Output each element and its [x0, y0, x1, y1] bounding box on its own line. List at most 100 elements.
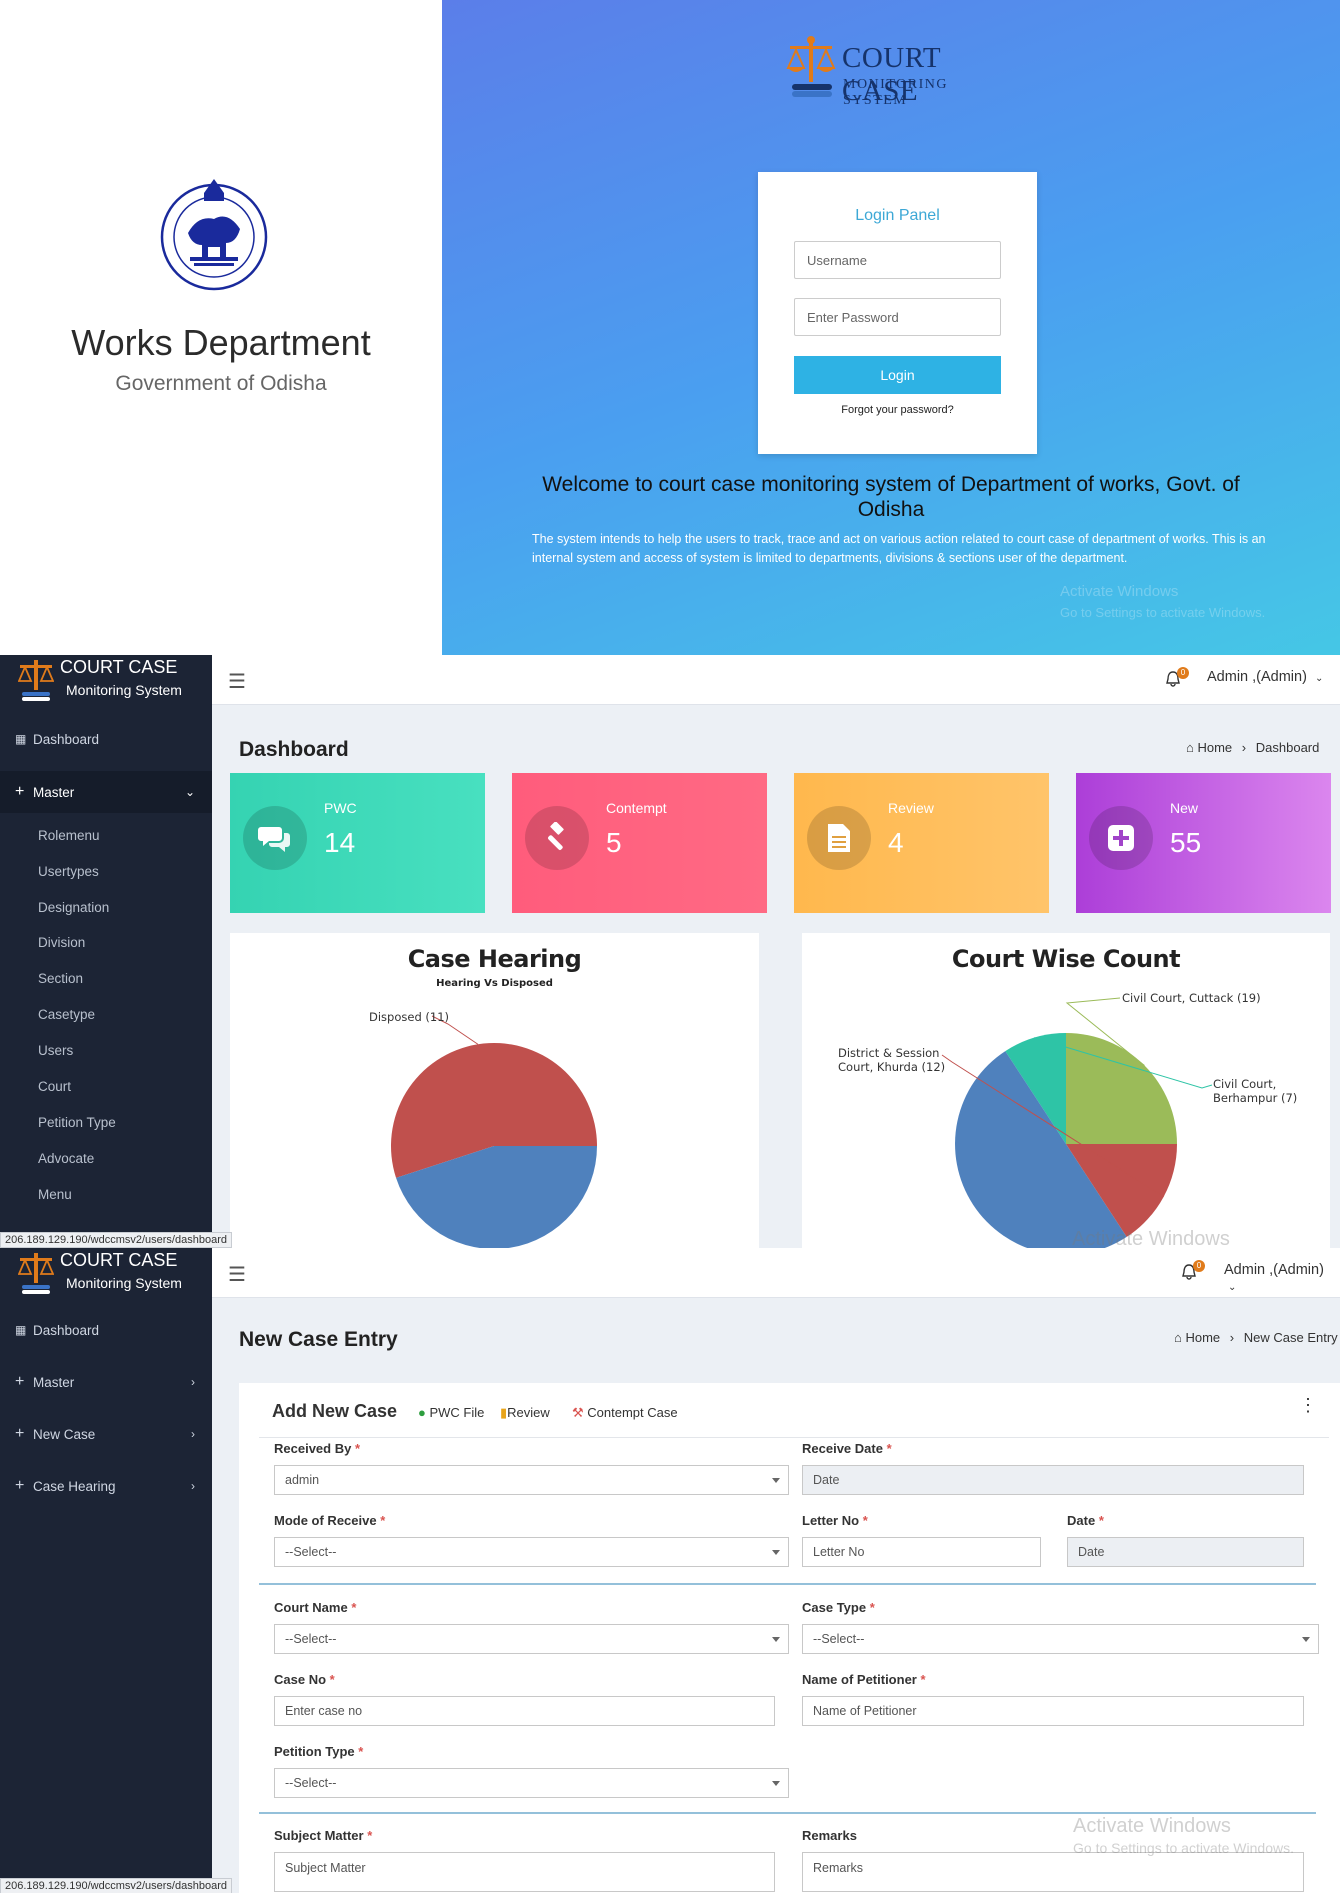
dashboard-screen: COURT CASE Monitoring System ▦ Dashboard… — [0, 655, 1340, 1248]
case-no-label: Case No * — [274, 1672, 335, 1687]
receive-date-label: Receive Date * — [802, 1441, 892, 1456]
pie-leader-line — [1065, 997, 1145, 1066]
contempt-case-link[interactable]: ⚒ Contempt Case — [572, 1405, 678, 1421]
sidebar-item-label: Master — [33, 1374, 75, 1390]
letter-no-input[interactable]: Letter No — [802, 1537, 1041, 1567]
stat-card-value: 5 — [606, 827, 622, 858]
subject-matter-placeholder: Subject Matter — [285, 1861, 366, 1875]
sidebar-item-dashboard[interactable]: ▦ Dashboard — [0, 719, 212, 759]
chevron-right-icon: › — [191, 1375, 195, 1389]
mode-of-receive-select[interactable]: --Select-- — [274, 1537, 789, 1567]
date-input[interactable]: Date — [1067, 1537, 1304, 1567]
breadcrumb: ⌂ Home › Dashboard — [1186, 740, 1319, 755]
sidebar-item-master[interactable]: + Master › — [0, 1362, 212, 1402]
stat-card-new[interactable]: New 55 — [1076, 773, 1331, 913]
pie-slice[interactable] — [955, 1051, 1127, 1248]
sidebar-item-case-hearing[interactable]: + Case Hearing › — [0, 1466, 212, 1506]
more-options-icon[interactable]: ⋮ — [1299, 1395, 1317, 1415]
notification-bell-icon[interactable]: 0 — [1164, 667, 1189, 692]
letter-no-placeholder: Letter No — [813, 1545, 865, 1559]
sidebar-item-master[interactable]: + Master ⌄ — [0, 771, 212, 813]
sidebar-subitem-rolemenu[interactable]: Rolemenu — [38, 828, 100, 843]
gavel-icon: ⚒ — [572, 1405, 584, 1420]
sidebar-item-new-case[interactable]: + New Case › — [0, 1414, 212, 1454]
activate-windows-hint: Go to Settings to activate Windows. — [1073, 1840, 1294, 1856]
breadcrumb-home[interactable]: Home — [1185, 1330, 1221, 1345]
sidebar-subitem-petition-type[interactable]: Petition Type — [38, 1115, 116, 1130]
stat-card-value: 4 — [888, 827, 904, 858]
sidebar-subitem-casetype[interactable]: Casetype — [38, 1007, 96, 1022]
pie-slice[interactable] — [391, 1043, 597, 1178]
plus-square-icon — [1089, 806, 1153, 870]
received-by-select[interactable]: admin — [274, 1465, 789, 1495]
add-case-form: Add New Case ● PWC File ▮Review ⚒ Contem… — [239, 1383, 1340, 1893]
chat-icon — [243, 806, 307, 870]
sidebar-subitem-court[interactable]: Court — [38, 1079, 72, 1094]
breadcrumb-separator-icon: › — [1241, 740, 1247, 755]
sidebar-item-dashboard[interactable]: ▦ Dashboard — [0, 1310, 212, 1350]
receive-date-input[interactable]: Date — [802, 1465, 1304, 1495]
date-label: Date * — [1067, 1513, 1104, 1528]
case-type-label: Case Type * — [802, 1600, 875, 1615]
pie-slice[interactable] — [1066, 1033, 1177, 1144]
court-name-select[interactable]: --Select-- — [274, 1624, 789, 1654]
sidebar-subitem-advocate[interactable]: Advocate — [38, 1151, 95, 1166]
plus-icon: + — [15, 1425, 25, 1442]
sidebar-item-label: Dashboard — [33, 1322, 100, 1338]
top-navbar: ☰ 0 Admin ,(Admin) ⌄ — [212, 1248, 1340, 1298]
stat-card-contempt[interactable]: Contempt 5 — [512, 773, 767, 913]
user-menu[interactable]: Admin ,(Admin) ⌄ — [1207, 669, 1323, 685]
petitioner-input[interactable]: Name of Petitioner — [802, 1696, 1304, 1726]
breadcrumb-home[interactable]: Home — [1197, 740, 1233, 755]
petition-type-select[interactable]: --Select-- — [274, 1768, 789, 1798]
sidebar: COURT CASE Monitoring System ▦ Dashboard… — [0, 1248, 212, 1893]
hamburger-menu-icon[interactable]: ☰ — [228, 1264, 246, 1286]
user-menu[interactable]: Admin ,(Admin) ⌄ — [1224, 1262, 1340, 1294]
login-left-panel: Works Department Government of Odisha — [0, 0, 442, 655]
stat-card-pwc[interactable]: PWC 14 — [230, 773, 485, 913]
caret-down-icon — [772, 1478, 780, 1483]
review-link[interactable]: ▮Review — [500, 1405, 550, 1421]
sidebar-subitem-users[interactable]: Users — [38, 1043, 74, 1058]
case-hearing-pie — [391, 1015, 597, 1248]
pie-label-disposed: Disposed (11) — [369, 1010, 450, 1024]
review-label: Review — [507, 1405, 550, 1420]
case-type-select[interactable]: --Select-- — [802, 1624, 1319, 1654]
pie-slice[interactable] — [1005, 1033, 1066, 1144]
petition-type-label: Petition Type * — [274, 1744, 364, 1759]
received-by-label: Received By * — [274, 1441, 361, 1456]
forgot-password-link[interactable]: Forgot your password? — [841, 404, 954, 416]
remarks-textarea[interactable]: Remarks — [802, 1852, 1304, 1892]
plus-icon: + — [15, 783, 25, 800]
sidebar-subitem-designation[interactable]: Designation — [38, 900, 110, 915]
logo-subtitle: Monitoring System — [66, 682, 182, 698]
breadcrumb-separator-icon: › — [1229, 1330, 1235, 1345]
pie-slice[interactable] — [1066, 1144, 1177, 1237]
sidebar-subitem-section[interactable]: Section — [38, 971, 84, 986]
login-panel-title: Login Panel — [855, 207, 940, 224]
stat-card-value: 55 — [1170, 827, 1202, 858]
notification-bell-icon[interactable]: 0 — [1180, 1260, 1205, 1285]
logo-title: COURT CASE — [60, 657, 178, 677]
contempt-case-label: Contempt Case — [587, 1405, 678, 1420]
hamburger-menu-icon[interactable]: ☰ — [228, 671, 246, 693]
stat-card-review[interactable]: Review 4 — [794, 773, 1049, 913]
sidebar-subitem-menu[interactable]: Menu — [38, 1187, 72, 1202]
sidebar-subitem-division[interactable]: Division — [38, 935, 86, 950]
password-input[interactable] — [794, 298, 1001, 336]
login-right-panel: COURT CASE MONITORING SYSTEM Login Panel… — [442, 0, 1340, 655]
sidebar-logo[interactable]: COURT CASE Monitoring System — [0, 1248, 212, 1298]
subject-matter-textarea[interactable]: Subject Matter — [274, 1852, 775, 1892]
login-button[interactable]: Login — [794, 356, 1001, 394]
sidebar-logo[interactable]: COURT CASE Monitoring System — [0, 655, 212, 705]
username-input[interactable] — [794, 241, 1001, 279]
pie-slice[interactable] — [396, 1146, 597, 1248]
pie-label-berhampur: Civil Court, Berhampur (7) — [1213, 1077, 1298, 1105]
scales-of-justice-icon — [786, 36, 836, 97]
case-no-input[interactable]: Enter case no — [274, 1696, 775, 1726]
received-by-value: admin — [285, 1473, 320, 1487]
dashboard-icon: ▦ — [15, 732, 27, 746]
pwc-file-link[interactable]: ● PWC File — [418, 1405, 484, 1420]
sidebar-item-label: Master — [33, 784, 75, 800]
sidebar-subitem-usertypes[interactable]: Usertypes — [38, 864, 99, 879]
